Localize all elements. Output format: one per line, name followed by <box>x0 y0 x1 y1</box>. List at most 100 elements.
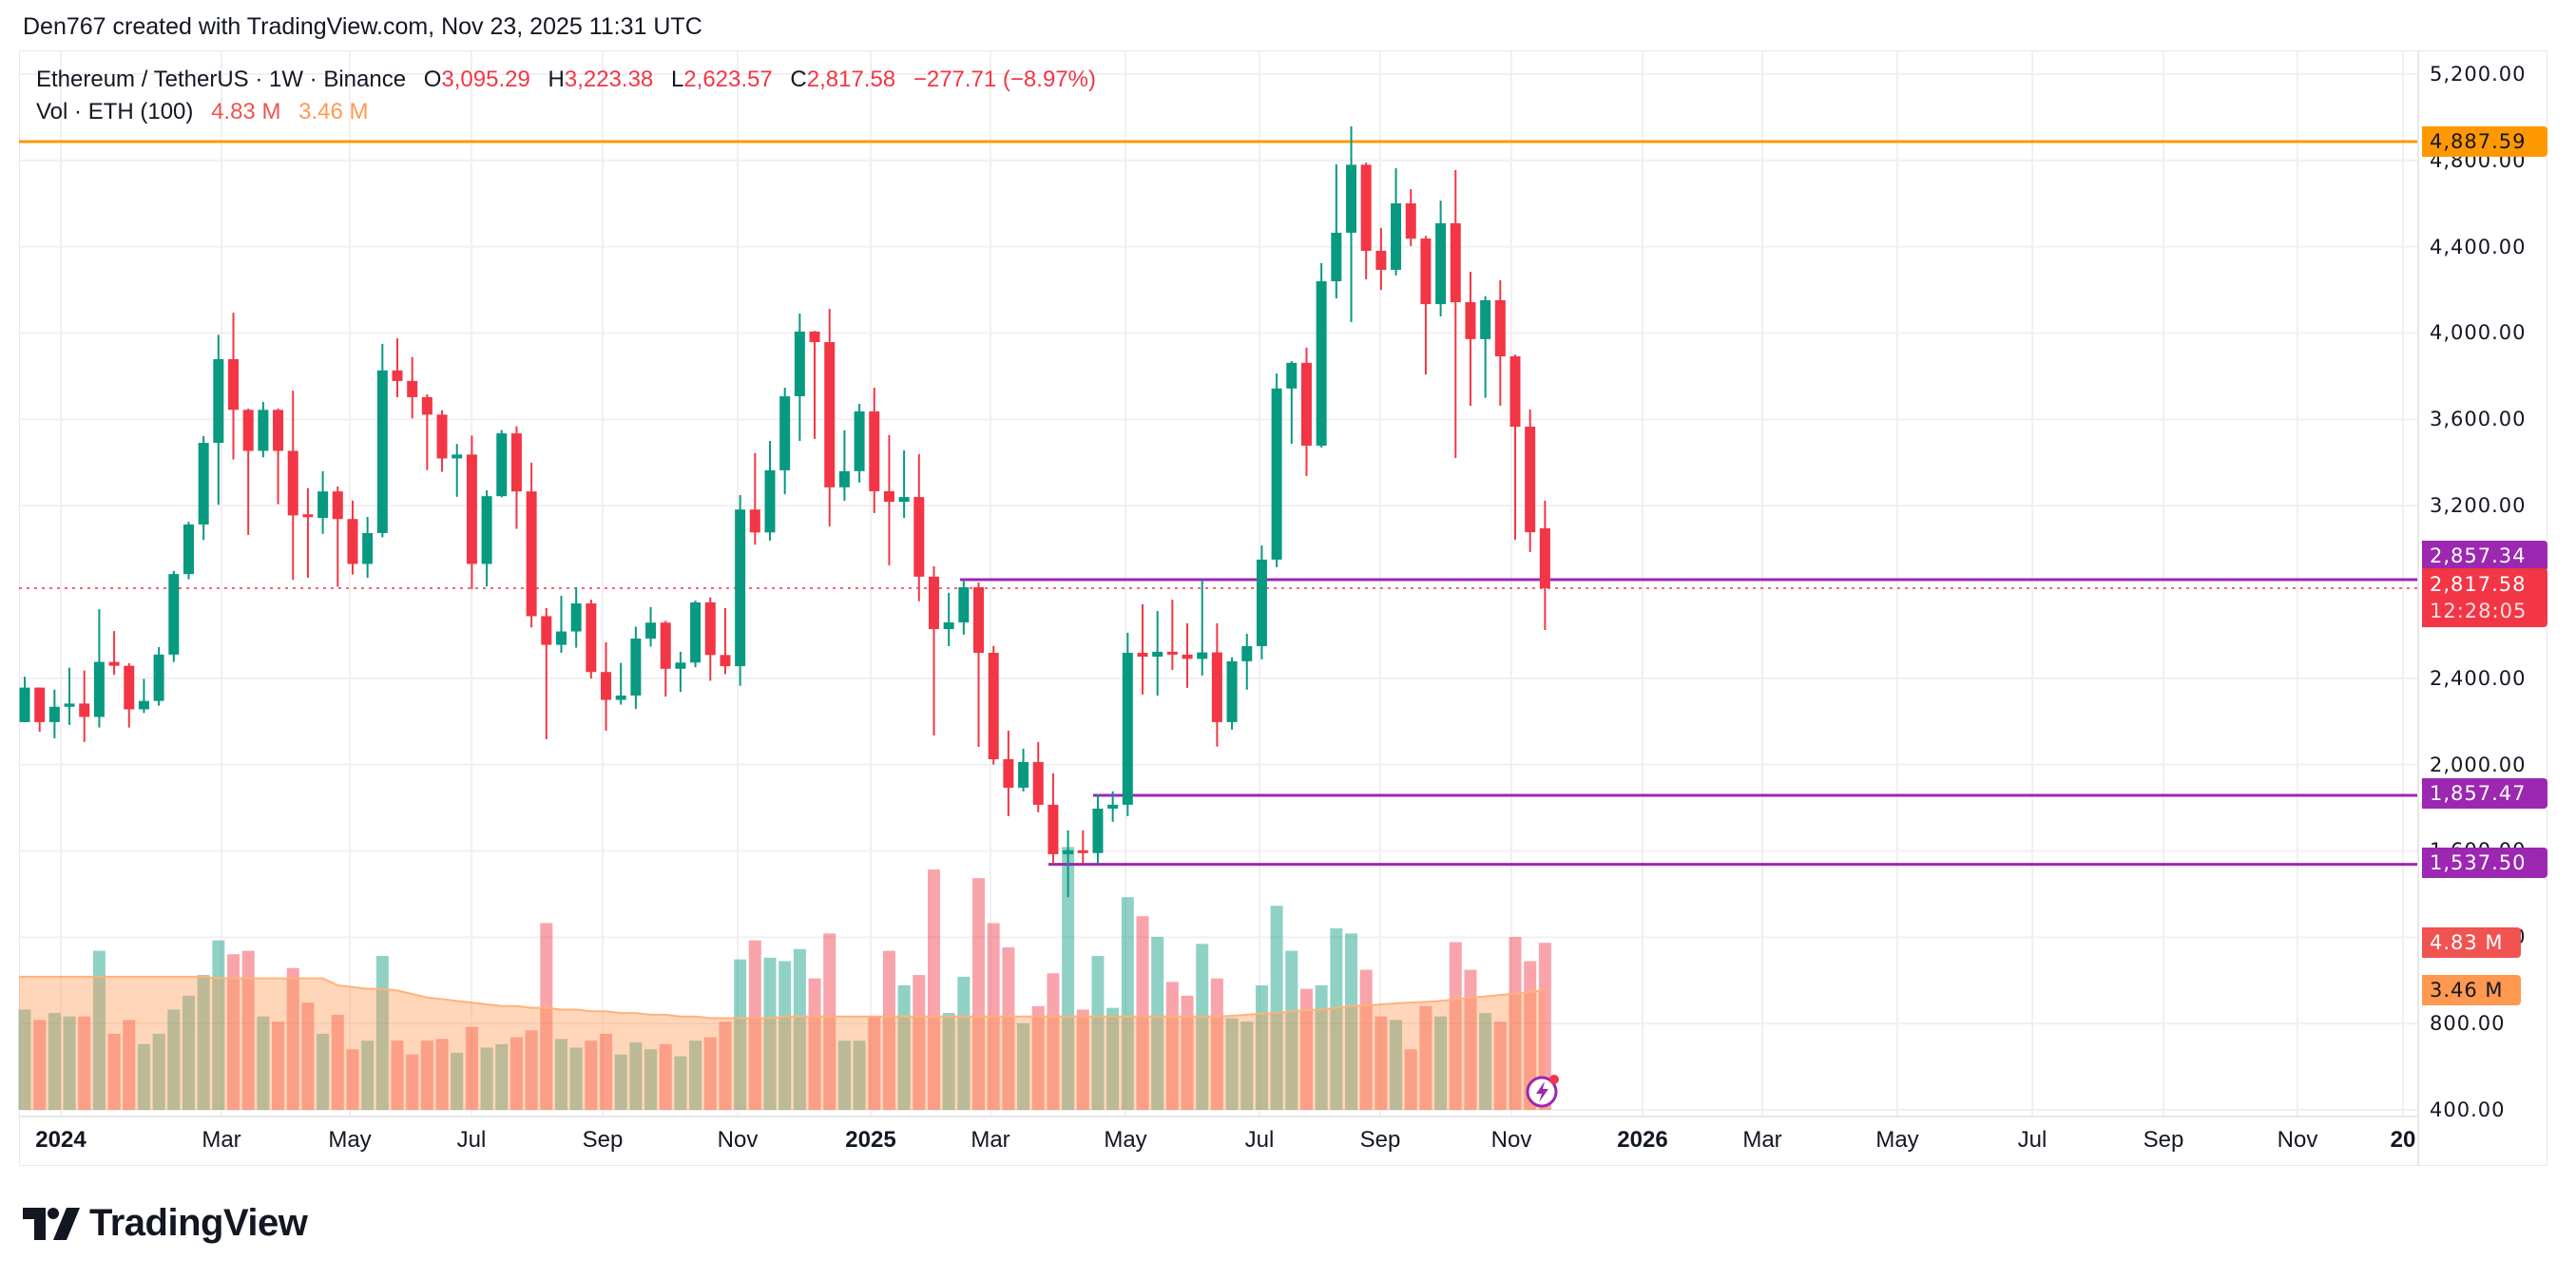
volume-bar <box>1270 906 1283 1110</box>
candle-body <box>153 654 164 701</box>
low-label: L <box>670 67 684 92</box>
candle <box>764 441 776 541</box>
candle-body <box>749 509 760 533</box>
volume-bar <box>748 940 761 1110</box>
volume-bar <box>1240 1021 1254 1110</box>
volume-bar <box>1181 995 1194 1110</box>
candle <box>302 487 314 579</box>
candle <box>317 470 329 534</box>
volume-bar <box>123 1020 136 1110</box>
candle-body <box>541 616 552 645</box>
lightning-icon[interactable] <box>1525 1071 1563 1109</box>
time-tick-label: 20 <box>2390 1127 2416 1153</box>
candle <box>1077 830 1088 864</box>
horizontal-levels <box>19 140 2418 867</box>
candle-body <box>1316 280 1327 447</box>
grid <box>19 50 2418 1117</box>
volume-bar <box>241 950 255 1110</box>
candle <box>1331 163 1342 299</box>
candle <box>64 667 75 725</box>
candle-body <box>258 410 269 451</box>
candle <box>1525 409 1536 552</box>
candle-body <box>452 454 463 459</box>
candle-body <box>1494 299 1506 357</box>
volume-bar <box>182 995 195 1110</box>
volume-bar <box>286 967 299 1110</box>
volume-bar <box>853 1040 866 1110</box>
volume-bar <box>793 948 806 1110</box>
volume-bar <box>689 1040 702 1110</box>
volume-bar <box>1017 1023 1030 1110</box>
volume-bar <box>1225 1018 1239 1110</box>
candle <box>794 314 805 442</box>
volume-bar <box>734 959 747 1110</box>
candle-body <box>854 410 865 471</box>
candle <box>1539 500 1550 631</box>
candle-body <box>913 497 925 577</box>
candle-body <box>779 396 791 470</box>
candle <box>1048 773 1059 864</box>
candle-body <box>466 454 477 564</box>
candle-body <box>1360 164 1372 251</box>
volume-bar <box>585 1040 598 1110</box>
volume-bar <box>1434 1016 1448 1110</box>
volume-bar <box>227 954 240 1110</box>
candle <box>287 391 298 581</box>
volume-bar <box>1047 973 1060 1110</box>
time-tick-label: Nov <box>2277 1127 2318 1153</box>
volume-bar <box>703 1037 717 1110</box>
candle-body <box>943 622 954 630</box>
candle-body <box>228 358 240 410</box>
candle-body <box>586 603 597 673</box>
price-tick-label: 2,400.00 <box>2430 666 2527 690</box>
volume-bar <box>301 1002 315 1110</box>
volume-bar <box>1404 1049 1417 1110</box>
candle <box>1465 272 1476 407</box>
candle-body <box>1241 645 1253 661</box>
candle <box>407 356 418 419</box>
volume-bar <box>927 869 940 1110</box>
time-tick-label: Sep <box>2143 1127 2184 1153</box>
volume-value: 4.83 M <box>211 99 281 124</box>
volume-bar <box>331 1014 344 1110</box>
time-tick-label: May <box>1104 1127 1147 1153</box>
symbol-legend: Ethereum / TetherUS · 1W · Binance O3,09… <box>36 67 1096 93</box>
candle-body <box>198 443 209 525</box>
candle <box>1375 227 1387 291</box>
candle <box>586 599 597 679</box>
candle-body <box>1271 388 1282 560</box>
candle <box>913 453 925 601</box>
time-tick-label: Mar <box>202 1127 241 1153</box>
volume-bar <box>1151 937 1164 1110</box>
candle-body <box>34 687 46 722</box>
candle-body <box>347 519 358 564</box>
volume-bar <box>18 1009 31 1110</box>
price-tick-label: 800.00 <box>2430 1012 2506 1036</box>
volume-bar <box>600 1033 613 1110</box>
volume-bar <box>1524 961 1537 1110</box>
candle-body <box>481 496 492 564</box>
candle-body <box>1211 652 1222 722</box>
candle-body <box>958 586 970 623</box>
candle <box>153 646 164 706</box>
candle <box>526 462 537 628</box>
candle <box>541 608 552 739</box>
candle <box>630 626 642 710</box>
candle-body <box>928 576 939 630</box>
candle-body <box>838 470 850 487</box>
candle <box>510 426 522 529</box>
candle-body <box>1405 203 1416 239</box>
candle <box>347 500 358 575</box>
tradingview-logo[interactable]: TradingView <box>23 1202 308 1245</box>
candle <box>273 408 284 505</box>
volume-bar <box>569 1047 583 1110</box>
volume-bar <box>659 1043 672 1110</box>
volume-bar <box>480 1047 493 1110</box>
volume-bar <box>495 1043 509 1110</box>
candle <box>421 393 433 470</box>
candle <box>1152 610 1163 696</box>
candle-body <box>1256 559 1267 646</box>
volume-bar <box>1165 982 1179 1110</box>
volume-bar <box>837 1040 851 1110</box>
